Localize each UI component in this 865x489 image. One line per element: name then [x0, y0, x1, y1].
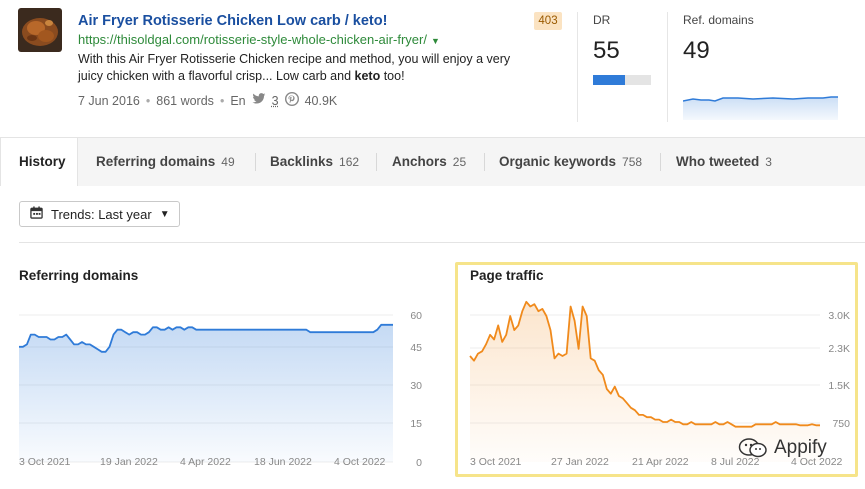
x-tick-label: 19 Jan 2022	[100, 456, 158, 468]
tab-count: 758	[622, 155, 643, 169]
appify-watermark: Appify	[738, 437, 827, 459]
x-tick-label: 18 Jun 2022	[254, 456, 312, 468]
tab-label: Backlinks	[270, 154, 334, 169]
y-tick-label: 1.5K	[828, 380, 850, 392]
x-tick-label: 21 Apr 2022	[632, 456, 689, 468]
pin-count: 40.9K	[304, 93, 338, 108]
ref-domains-label: Ref. domains	[683, 13, 754, 27]
section-divider	[19, 242, 865, 243]
tab-label: Organic keywords	[499, 154, 617, 169]
article-words: 861 words	[156, 93, 214, 108]
article-language: En	[230, 93, 246, 108]
article-url-text[interactable]: https://thisoldgal.com/rotisserie-style-…	[78, 32, 427, 47]
ref-domains-sparkline	[683, 96, 838, 120]
pinterest-icon	[284, 92, 299, 109]
calendar-icon	[30, 206, 43, 222]
article-meta: 7 Jun 2016 • 861 words • En 3 40.9K	[78, 92, 337, 109]
article-title-link[interactable]: Air Fryer Rotisserie Chicken Low carb / …	[78, 13, 388, 29]
tab-organic-keywords[interactable]: Organic keywords 758	[499, 138, 642, 186]
page-traffic-chart-title: Page traffic	[470, 268, 544, 283]
article-date: 7 Jun 2016	[78, 93, 140, 108]
y-tick-label: 60	[410, 310, 422, 322]
tab-history-label: History	[19, 154, 66, 169]
dr-value: 55	[593, 37, 620, 64]
trends-dropdown[interactable]: Trends: Last year ▼	[19, 201, 180, 227]
meta-separator: •	[145, 93, 151, 108]
article-url[interactable]: https://thisoldgal.com/rotisserie-style-…	[78, 32, 440, 47]
meta-separator: •	[219, 93, 225, 108]
trends-dropdown-label: Trends: Last year	[51, 206, 152, 222]
y-tick-label: 15	[410, 418, 422, 430]
x-tick-label: 4 Apr 2022	[180, 456, 231, 468]
y-tick-label: 3.0K	[828, 310, 850, 322]
page-traffic-chart: 3.0K 2.3K 1.5K 750 3 Oct 2021 27 Jan 2022 21 A…	[469, 300, 850, 468]
dr-label: DR	[593, 13, 611, 27]
x-tick-label: 8 Jul 2022	[711, 456, 760, 468]
y-tick-label: 30	[410, 380, 422, 392]
tab-separator	[660, 153, 661, 171]
tab-label: Anchors	[392, 154, 447, 169]
article-description: With this Air Fryer Rotisserie Chicken r…	[78, 51, 518, 85]
x-tick-label: 4 Oct 2022	[791, 456, 843, 468]
series-line	[469, 300, 820, 428]
status-badge: 403	[534, 12, 562, 30]
x-tick-label: 3 Oct 2021	[470, 456, 522, 468]
metrics-divider	[667, 12, 668, 122]
description-bold: keto	[354, 69, 381, 83]
tab-backlinks[interactable]: Backlinks 162	[270, 138, 359, 186]
series-area	[470, 301, 820, 462]
wechat-icon	[738, 438, 767, 458]
y-tick-label: 2.3K	[828, 343, 850, 355]
tab-label: Who tweeted	[676, 154, 760, 169]
y-tick-label: 0	[416, 457, 422, 469]
tab-separator	[255, 153, 256, 171]
series-area	[19, 324, 393, 462]
tab-separator	[484, 153, 485, 171]
tab-separator	[376, 153, 377, 171]
referring-domains-chart-title: Referring domains	[19, 268, 139, 283]
twitter-icon	[252, 93, 266, 108]
x-tick-label: 27 Jan 2022	[551, 456, 609, 468]
tweet-count[interactable]: 3	[271, 93, 279, 108]
chevron-down-icon: ▼	[159, 208, 170, 220]
tab-label: Referring domains	[96, 154, 216, 169]
caret-down-icon[interactable]: ▼	[430, 36, 440, 46]
page-traffic-highlight	[455, 262, 858, 477]
tab-count: 162	[339, 155, 360, 169]
tab-history[interactable]: History	[0, 138, 78, 186]
article-thumbnail	[18, 8, 62, 52]
ref-domains-value: 49	[683, 37, 710, 64]
description-part2: too!	[380, 69, 405, 83]
x-tick-label: 3 Oct 2021	[19, 456, 71, 468]
y-tick-label: 45	[410, 342, 422, 354]
tab-referring-domains[interactable]: Referring domains 49	[96, 138, 235, 186]
dr-progress-bar	[593, 75, 651, 85]
dr-progress-fill	[593, 75, 625, 85]
y-tick-label: 750	[832, 418, 850, 430]
tab-anchors[interactable]: Anchors 25	[392, 138, 466, 186]
tab-count: 49	[221, 155, 235, 169]
watermark-text: Appify	[774, 437, 827, 458]
tab-count: 25	[452, 155, 467, 169]
description-part1: With this Air Fryer Rotisserie Chicken r…	[78, 52, 511, 83]
tab-who-tweeted[interactable]: Who tweeted 3	[676, 138, 772, 186]
tab-count: 3	[765, 155, 772, 169]
tabs-bar: History Referring domains 49 Backlinks 162…	[0, 137, 865, 186]
metrics-divider	[577, 12, 578, 122]
x-tick-label: 4 Oct 2022	[334, 456, 386, 468]
referring-domains-chart: 60 45 30 15 0 3 Oct 2021 19 Jan 2022 4 Apr 2022…	[19, 310, 422, 469]
series-line	[19, 323, 393, 353]
